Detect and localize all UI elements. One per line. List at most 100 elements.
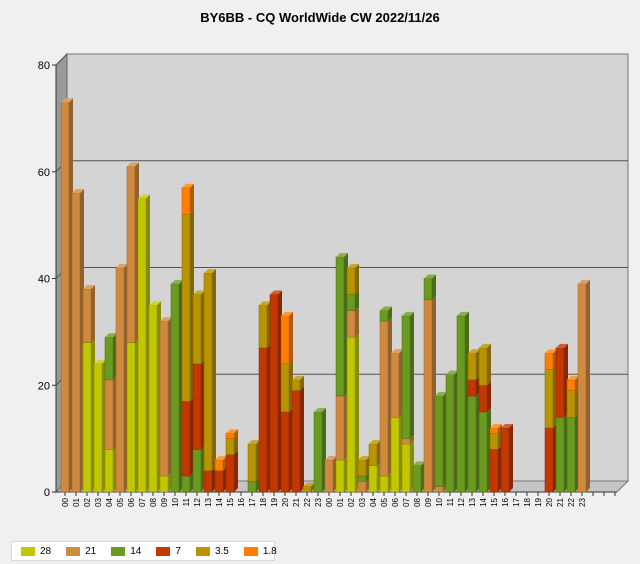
bar-segment bbox=[390, 417, 400, 493]
bar-segment bbox=[181, 401, 191, 477]
bar-segment bbox=[379, 475, 389, 493]
bar-segment-top bbox=[105, 333, 117, 338]
bar-segment-top bbox=[226, 429, 238, 434]
bar-segment-side bbox=[190, 183, 194, 215]
bar-segment bbox=[280, 315, 290, 365]
bar-segment bbox=[258, 347, 268, 493]
bar-segment bbox=[544, 368, 554, 429]
legend-label: 3.5 bbox=[214, 545, 229, 557]
bar-segment bbox=[357, 475, 367, 482]
bar-segment-top bbox=[303, 482, 315, 487]
x-tick-label: 19 bbox=[534, 497, 543, 506]
bar-segment-side bbox=[410, 434, 414, 444]
bar-segment bbox=[346, 294, 356, 311]
legend-item: 1.8 bbox=[243, 546, 277, 557]
bar-segment-top bbox=[578, 279, 590, 284]
legend-swatch bbox=[66, 546, 81, 556]
bar-segment bbox=[467, 395, 477, 493]
bar-segment bbox=[445, 374, 455, 493]
x-tick-label: 01 bbox=[72, 497, 81, 506]
bar-segment-side bbox=[410, 311, 414, 439]
bar-segment-top bbox=[457, 311, 469, 316]
bar-segment bbox=[291, 379, 301, 391]
bar-segment bbox=[500, 427, 510, 493]
x-tick-label: 19 bbox=[270, 497, 279, 506]
bar-segment bbox=[544, 352, 554, 370]
bar-segment-top bbox=[314, 407, 326, 412]
bar-segment-top bbox=[171, 279, 183, 284]
y-tick-label: 60 bbox=[38, 167, 50, 179]
bar-segment bbox=[280, 411, 290, 493]
bar-segment-side bbox=[355, 290, 359, 311]
bar-segment bbox=[159, 475, 169, 493]
bar-segment bbox=[544, 427, 554, 493]
bar-segment bbox=[555, 417, 565, 493]
bar-segment-top bbox=[391, 349, 403, 354]
bar-segment-top bbox=[490, 423, 502, 428]
bar-segment-top bbox=[479, 343, 491, 348]
x-tick-label: 05 bbox=[116, 497, 125, 506]
bar-segment bbox=[192, 363, 202, 450]
bar-segment-top bbox=[292, 375, 304, 380]
bar-segment bbox=[181, 187, 191, 215]
x-tick-label: 03 bbox=[94, 497, 103, 506]
bar-segment-top bbox=[380, 306, 392, 311]
bar-segment bbox=[346, 267, 356, 295]
bar-segment bbox=[148, 304, 158, 493]
bar-segment bbox=[313, 411, 323, 493]
bar-segment bbox=[335, 459, 345, 493]
y-tick-label: 80 bbox=[38, 60, 50, 72]
bar-segment-top bbox=[446, 370, 458, 375]
legend-swatch bbox=[195, 546, 210, 556]
bar-segment bbox=[115, 267, 125, 493]
x-tick-label: 12 bbox=[457, 497, 466, 506]
x-tick-label: 17 bbox=[248, 497, 257, 506]
bar-segment-top bbox=[281, 311, 293, 316]
bar-segment-side bbox=[234, 429, 238, 439]
x-tick-label: 10 bbox=[171, 497, 180, 506]
legend-label: 28 bbox=[40, 545, 52, 557]
bar-segment bbox=[566, 417, 576, 493]
bar-segment-top bbox=[204, 269, 216, 274]
bar-segment bbox=[566, 379, 576, 391]
bar-segment bbox=[82, 288, 92, 343]
x-tick-label: 02 bbox=[347, 497, 356, 506]
bar-segment bbox=[335, 256, 345, 397]
bar-segment bbox=[434, 486, 444, 493]
legend-swatch bbox=[21, 546, 35, 556]
x-tick-label: 22 bbox=[567, 497, 576, 506]
bar-segment bbox=[357, 481, 367, 493]
bar-segment bbox=[577, 283, 587, 493]
bar-segment-top bbox=[556, 343, 568, 348]
bar-segment bbox=[467, 379, 477, 397]
bar-segment-side bbox=[487, 343, 491, 386]
y-tick-label: 40 bbox=[38, 274, 50, 286]
bar-segment-top bbox=[358, 455, 370, 460]
bar-segment-top bbox=[83, 285, 95, 290]
bar-segment bbox=[247, 443, 257, 482]
legend-label: 21 bbox=[85, 545, 97, 557]
bar-segment bbox=[225, 454, 235, 493]
x-tick-label: 15 bbox=[490, 497, 499, 506]
x-tick-label: 12 bbox=[193, 497, 202, 506]
x-tick-label: 00 bbox=[61, 497, 70, 506]
bar-segment bbox=[401, 443, 411, 493]
bar-segment bbox=[291, 390, 301, 493]
bar-segment-side bbox=[498, 423, 502, 434]
x-tick-label: 21 bbox=[292, 497, 301, 506]
x-tick-label: 03 bbox=[358, 497, 367, 506]
x-tick-label: 21 bbox=[556, 497, 565, 506]
bar-segment-side bbox=[487, 381, 491, 412]
legend-item: 14 bbox=[111, 546, 141, 557]
bar-segment bbox=[335, 395, 345, 461]
bar-segment-top bbox=[336, 253, 348, 258]
bar-segment-side bbox=[355, 263, 359, 295]
legend-swatch bbox=[156, 546, 171, 556]
bar-segment bbox=[368, 465, 378, 493]
bar-segment bbox=[379, 320, 389, 477]
bar-segment-top bbox=[248, 439, 260, 444]
bar-segment bbox=[379, 310, 389, 322]
bar-segment bbox=[324, 459, 334, 493]
bar-segment bbox=[126, 342, 136, 493]
bar-segment bbox=[478, 347, 488, 386]
